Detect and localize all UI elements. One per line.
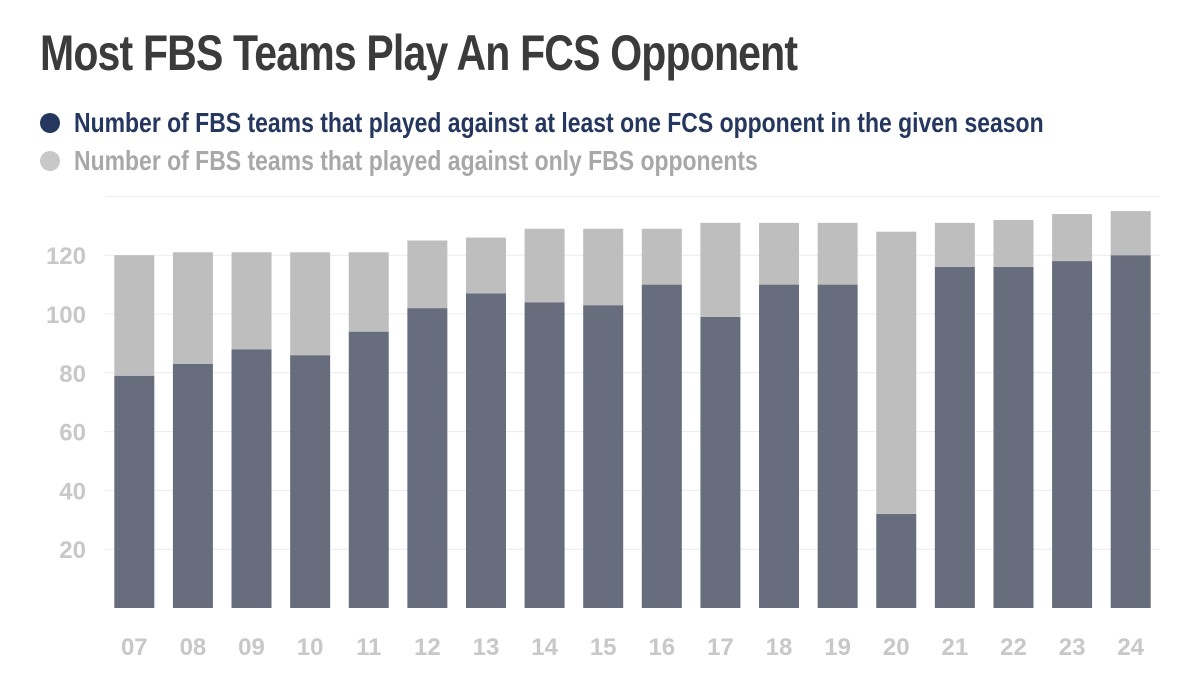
bar-fbs-only-24 (1110, 211, 1151, 256)
y-tick-label-20: 20 (59, 537, 86, 564)
bar-fbs-only-17 (700, 222, 741, 317)
bar-fbs-only-19 (817, 222, 858, 285)
bar-fbs-only-21 (934, 222, 975, 267)
y-tick-label-120: 120 (46, 243, 86, 270)
x-tick-label-17: 17 (707, 634, 734, 661)
bar-fbs-only-09 (231, 252, 272, 350)
x-tick-label-23: 23 (1059, 634, 1086, 661)
bar-fbs-only-12 (407, 240, 448, 309)
y-tick-label-40: 40 (59, 478, 86, 505)
bar-fcs-11 (348, 331, 389, 608)
bar-fcs-10 (290, 355, 331, 608)
bar-fbs-only-16 (641, 228, 682, 285)
bar-fbs-only-13 (465, 237, 506, 294)
x-tick-label-08: 08 (180, 634, 207, 661)
legend-item-fcs: Number of FBS teams that played against … (40, 104, 1200, 142)
bar-fbs-only-10 (290, 252, 331, 356)
bar-fcs-22 (993, 266, 1034, 608)
bar-fcs-07 (114, 375, 155, 608)
bar-fbs-only-08 (172, 252, 213, 364)
bar-fcs-13 (465, 293, 506, 608)
legend: Number of FBS teams that played against … (40, 104, 1200, 180)
x-tick-label-16: 16 (648, 634, 675, 661)
bar-fcs-19 (817, 284, 858, 608)
bar-fbs-only-15 (583, 228, 624, 306)
bar-fbs-only-14 (524, 228, 565, 303)
bar-fcs-23 (1052, 261, 1093, 608)
legend-item-fbs-only: Number of FBS teams that played against … (40, 142, 1200, 180)
x-tick-label-22: 22 (1000, 634, 1027, 661)
bar-fcs-17 (700, 316, 741, 608)
x-tick-label-18: 18 (766, 634, 793, 661)
legend-label-fbs-only: Number of FBS teams that played against … (74, 145, 758, 176)
bar-fcs-16 (641, 284, 682, 608)
x-tick-label-21: 21 (942, 634, 969, 661)
legend-label-fcs: Number of FBS teams that played against … (74, 107, 1044, 138)
x-tick-label-11: 11 (356, 634, 381, 661)
bar-fcs-18 (759, 284, 800, 608)
bar-fcs-24 (1110, 255, 1151, 608)
legend-dot-fcs (40, 113, 60, 133)
x-tick-label-14: 14 (531, 634, 558, 661)
bar-fcs-12 (407, 308, 448, 608)
x-tick-label-19: 19 (824, 634, 851, 661)
bar-fcs-15 (583, 305, 624, 608)
x-tick-label-15: 15 (590, 634, 617, 661)
x-tick-label-13: 13 (473, 634, 500, 661)
x-tick-label-07: 07 (121, 634, 148, 661)
bar-fbs-only-07 (114, 255, 155, 376)
bar-fcs-20 (876, 513, 917, 608)
y-tick-label-100: 100 (46, 302, 86, 329)
x-tick-label-09: 09 (238, 634, 265, 661)
bar-fcs-14 (524, 302, 565, 608)
legend-dot-fbs-only (40, 151, 60, 171)
bar-fcs-21 (934, 266, 975, 608)
bar-fbs-only-22 (993, 219, 1034, 267)
bar-fcs-08 (172, 363, 213, 608)
bar-fbs-only-11 (348, 252, 389, 332)
y-tick-label-60: 60 (59, 420, 86, 447)
x-tick-label-12: 12 (414, 634, 441, 661)
bar-fbs-only-23 (1052, 214, 1093, 262)
bar-fbs-only-20 (876, 231, 917, 514)
x-tick-label-20: 20 (883, 634, 910, 661)
y-tick-label-80: 80 (59, 361, 86, 388)
x-tick-label-10: 10 (297, 634, 324, 661)
x-tick-label-24: 24 (1117, 634, 1144, 661)
bar-fbs-only-18 (759, 222, 800, 285)
chart-title: Most FBS Teams Play An FCS Opponent (40, 25, 798, 81)
bar-fcs-09 (231, 349, 272, 608)
